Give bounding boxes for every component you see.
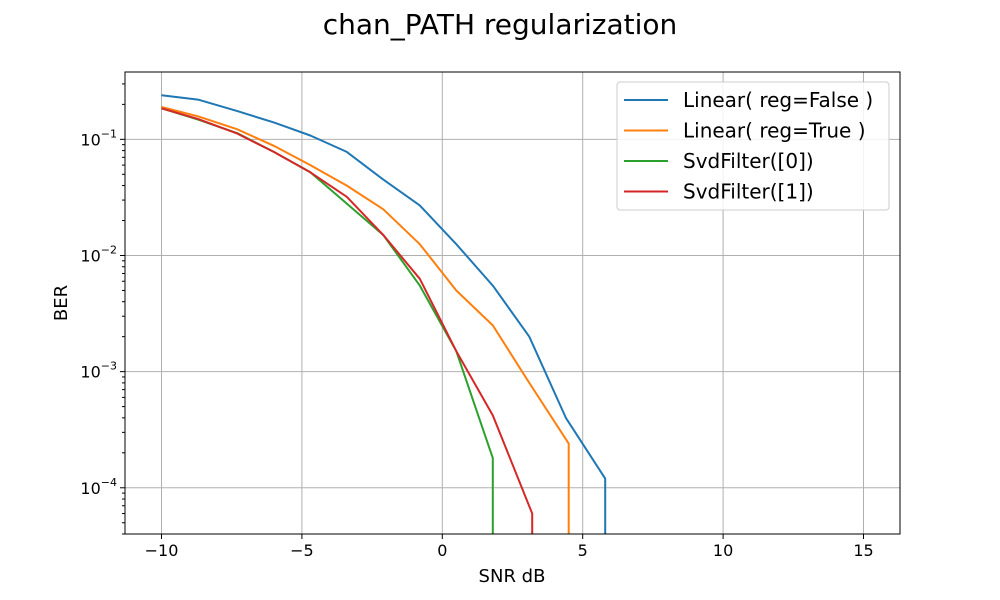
- x-tick-label: 10: [713, 541, 733, 560]
- legend-label: SvdFilter([1]): [683, 180, 814, 204]
- series-line-4: [161, 107, 534, 534]
- legend-label: Linear( reg=True ): [683, 119, 866, 143]
- y-tick-exponent: −2: [101, 243, 117, 256]
- plot-frame: [124, 71, 901, 535]
- y-tick-base: 10: [80, 130, 100, 149]
- legend-box: [616, 81, 890, 211]
- x-tick-label: 15: [853, 541, 873, 560]
- x-tick-label: −10: [145, 541, 179, 560]
- x-axis-label: SNR dB: [479, 566, 546, 587]
- y-tick-label: 10−2: [80, 243, 117, 265]
- series-line-2: [161, 106, 570, 534]
- y-axis-label: BER: [51, 285, 72, 321]
- series-line-3: [161, 107, 494, 534]
- y-tick-label: 10−3: [80, 360, 117, 382]
- x-tick-label: −5: [290, 541, 314, 560]
- y-tick-label: 10−4: [80, 476, 117, 498]
- x-tick-label: 5: [578, 541, 588, 560]
- y-tick-base: 10: [80, 246, 100, 265]
- y-axis-ticks: 10−110−210−310−4: [80, 83, 125, 535]
- series-line-1: [161, 94, 607, 534]
- x-tick-label: 0: [437, 541, 447, 560]
- series-layer: [161, 94, 607, 534]
- y-tick-exponent: −4: [101, 476, 117, 489]
- y-tick-exponent: −3: [101, 360, 117, 373]
- legend-label: SvdFilter([0]): [683, 149, 814, 173]
- chart-title: chan_PATH regularization: [323, 8, 678, 41]
- legend-label: Linear( reg=False ): [683, 88, 873, 112]
- y-tick-label: 10−1: [80, 127, 117, 149]
- y-tick-base: 10: [80, 479, 100, 498]
- y-tick-exponent: −1: [101, 127, 117, 140]
- x-axis-ticks: −10 −5 0 5 10 15: [145, 534, 874, 560]
- y-tick-base: 10: [80, 363, 100, 382]
- legend: Linear( reg=False ) Linear( reg=True ) Svd…: [616, 81, 890, 211]
